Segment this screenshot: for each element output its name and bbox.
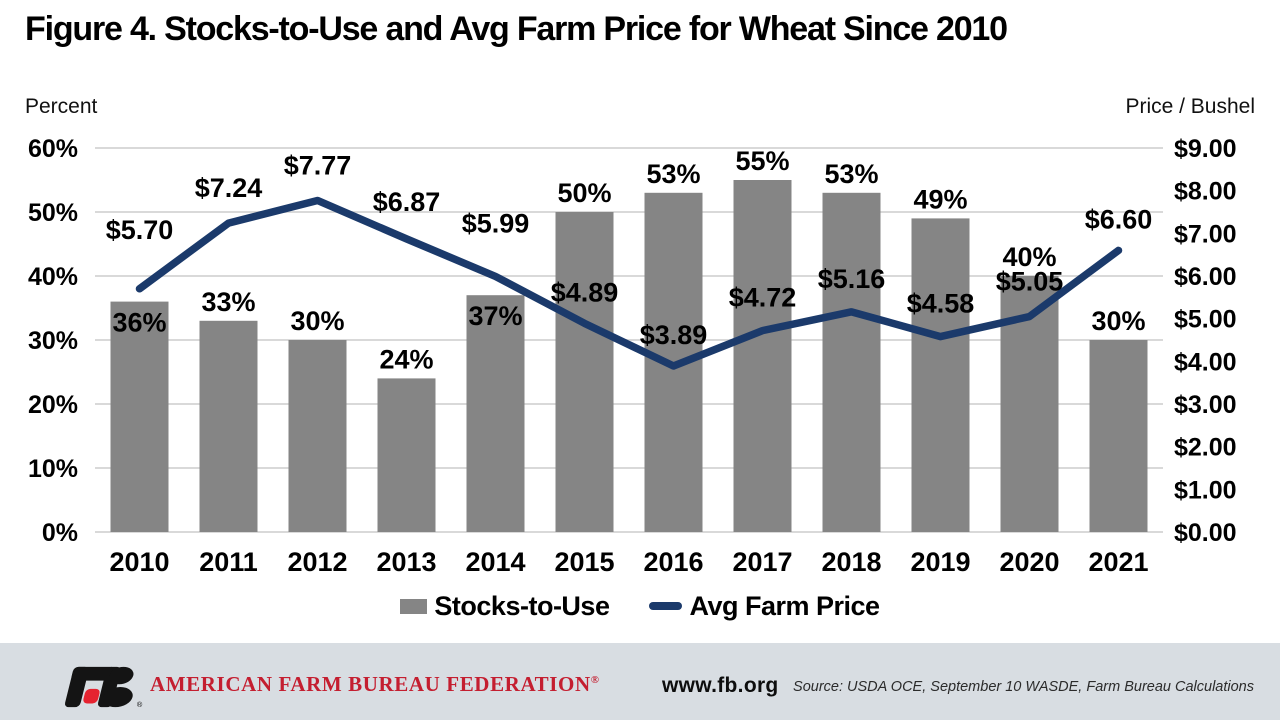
legend-item-avg-farm-price: Avg Farm Price (649, 590, 880, 622)
bar-2018 (822, 192, 881, 533)
bar-label-2012: 30% (290, 306, 344, 336)
legend-label-avg-farm-price: Avg Farm Price (689, 590, 880, 621)
bar-2013 (377, 378, 436, 532)
bar-2015 (555, 212, 614, 532)
bar-2017 (733, 180, 792, 532)
bar-label-2020: 40% (1002, 242, 1056, 272)
bar-label-2011: 33% (201, 287, 255, 317)
right-axis-tick-label: $8.00 (1174, 178, 1237, 206)
legend-label-stocks-to-use: Stocks-to-Use (434, 590, 610, 621)
bar-label-2021: 30% (1091, 306, 1145, 336)
bar-2012 (288, 340, 347, 532)
bar-label-2014: 37% (468, 301, 522, 331)
bar-label-2015: 50% (557, 178, 611, 208)
year-label-2013: 2013 (376, 547, 436, 577)
left-axis-tick-label: 10% (28, 455, 78, 483)
right-axis-tick-label: $2.00 (1174, 434, 1237, 462)
year-label-2020: 2020 (999, 547, 1059, 577)
left-axis-tick-label: 60% (28, 135, 78, 163)
right-axis-tick-label: $7.00 (1174, 220, 1237, 248)
bar-label-2018: 53% (824, 159, 878, 189)
source-note: Source: USDA OCE, September 10 WASDE, Fa… (793, 679, 1254, 695)
price-label-2016: $3.89 (640, 320, 708, 350)
org-registered-mark: ® (590, 674, 600, 686)
right-axis-tick-label: $1.00 (1174, 476, 1237, 504)
logo-registered-mark: ® (137, 700, 143, 709)
left-axis-tick-label: 30% (28, 327, 78, 355)
fb-logo-letters (64, 666, 134, 708)
year-label-2017: 2017 (732, 547, 792, 577)
org-name: AMERICAN FARM BUREAU FEDERATION® (150, 672, 600, 697)
right-axis-tick-label: $0.00 (1174, 519, 1237, 547)
price-label-2013: $6.87 (373, 187, 441, 217)
bar-2020 (1000, 276, 1059, 532)
year-label-2012: 2012 (287, 547, 347, 577)
combo-chart: 60% 50% 40% 30% 20% 10% 0% $9.00 $8.00 $7.00 $6.00… (28, 135, 1237, 577)
price-label-2017: $4.72 (729, 283, 797, 313)
bar-2011 (199, 320, 258, 532)
price-label-2015: $4.89 (551, 277, 619, 307)
bar-label-2016: 53% (646, 159, 700, 189)
year-label-2010: 2010 (109, 547, 169, 577)
year-label-2015: 2015 (554, 547, 614, 577)
org-name-text: AMERICAN FARM BUREAU FEDERATION (150, 672, 591, 696)
year-label-2011: 2011 (199, 547, 258, 577)
bar-2010 (110, 301, 169, 532)
price-label-2019: $4.58 (907, 289, 975, 319)
footer-bar: ® AMERICAN FARM BUREAU FEDERATION® www.f… (0, 643, 1280, 720)
chart-title: Figure 4. Stocks-to-Use and Avg Farm Pri… (25, 10, 1008, 48)
price-label-2011: $7.24 (195, 173, 263, 203)
price-label-2018: $5.16 (818, 264, 886, 294)
bar-label-2017: 55% (735, 146, 789, 176)
year-label-2021: 2021 (1088, 547, 1148, 577)
price-label-2014: $5.99 (462, 208, 530, 238)
bar-label-2019: 49% (913, 184, 967, 214)
year-label-2018: 2018 (821, 547, 881, 577)
right-axis-tick-label: $9.00 (1174, 135, 1237, 163)
price-label-2012: $7.77 (284, 150, 352, 180)
bar-2021 (1089, 340, 1148, 532)
left-axis-tick-label: 50% (28, 199, 78, 227)
year-label-2019: 2019 (910, 547, 970, 577)
price-label-2021: $6.60 (1085, 204, 1153, 234)
legend-item-stocks-to-use: Stocks-to-Use (400, 590, 610, 622)
left-axis-tick-label: 40% (28, 263, 78, 291)
website-link[interactable]: www.fb.org (662, 674, 779, 697)
price-label-2010: $5.70 (106, 215, 174, 245)
legend-bar-swatch (400, 598, 428, 614)
afbf-logo: ® (64, 666, 143, 709)
bar-label-2013: 24% (379, 344, 433, 374)
bar-2014 (466, 295, 525, 532)
price-label-2020: $5.05 (996, 267, 1064, 297)
bar-label-2010: 36% (112, 308, 166, 338)
left-axis-tick-label: 20% (28, 391, 78, 419)
right-axis-tick-label: $5.00 (1174, 306, 1237, 334)
avg-farm-price-line (135, 196, 1123, 370)
bar-2019 (911, 218, 970, 532)
right-axis-tick-label: $4.00 (1174, 348, 1237, 376)
right-axis-tick-label: $3.00 (1174, 391, 1237, 419)
bar-2016 (644, 192, 703, 533)
left-axis-tick-label: 0% (42, 519, 78, 547)
year-label-2014: 2014 (465, 547, 525, 577)
right-axis-tick-label: $6.00 (1174, 263, 1237, 291)
right-axis-unit-label: Price / Bushel (1125, 95, 1255, 118)
year-label-2016: 2016 (643, 547, 703, 577)
left-axis-unit-label: Percent (25, 95, 98, 118)
legend-line-swatch (649, 602, 683, 610)
legend: Stocks-to-Use Avg Farm Price (0, 589, 1280, 623)
